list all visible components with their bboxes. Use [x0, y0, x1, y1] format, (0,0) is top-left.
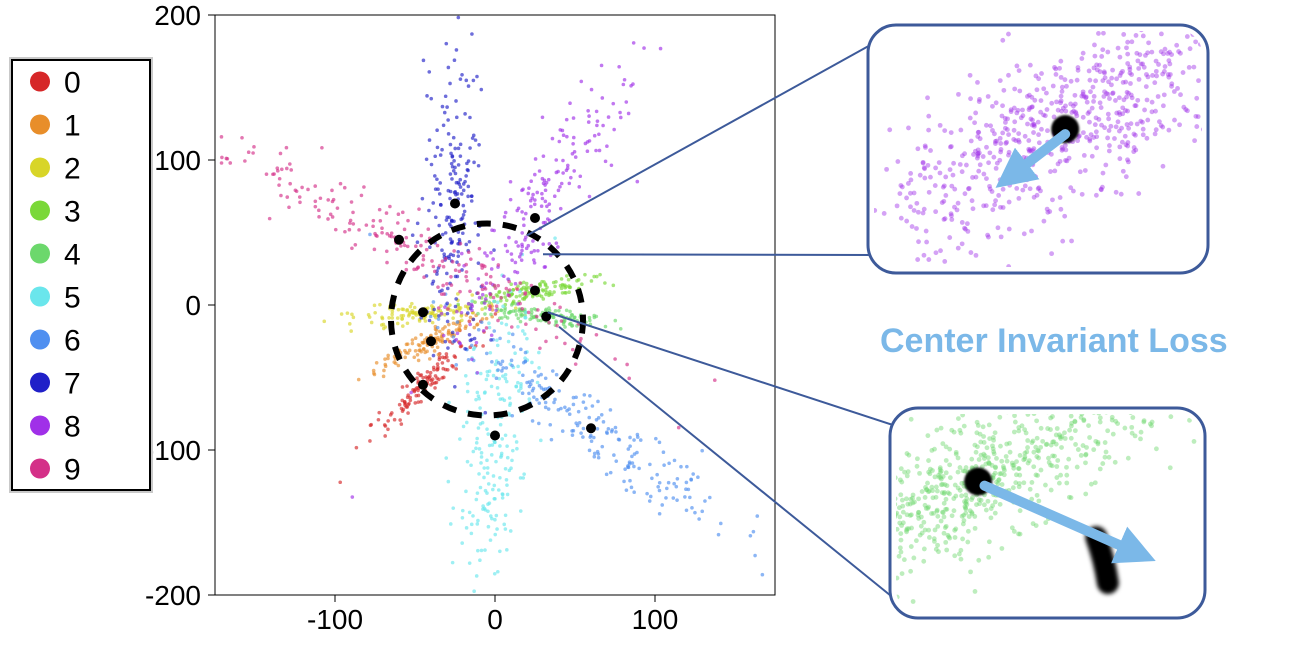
callout-top-leader [543, 254, 874, 255]
y-tick-label: 0 [185, 290, 201, 321]
legend-marker-1 [30, 115, 50, 135]
centroid-3 [530, 286, 540, 296]
centroid-7 [450, 199, 460, 209]
title-label: Center Invariant Loss [880, 322, 1228, 360]
x-tick-label: -100 [307, 604, 363, 635]
legend-label-6: 6 [64, 325, 81, 358]
legend-label-9: 9 [64, 454, 81, 487]
y-tick-label: 200 [154, 0, 201, 31]
y-tick-label: -200 [145, 580, 201, 611]
y-tick-label: 100 [154, 145, 201, 176]
legend-marker-9 [30, 459, 50, 479]
y-tick-label: -100 [145, 435, 201, 466]
x-tick-label: 0 [487, 604, 503, 635]
legend-label-2: 2 [64, 153, 81, 186]
legend-marker-6 [30, 330, 50, 350]
legend-label-8: 8 [64, 411, 81, 444]
x-tick-label: 100 [632, 604, 679, 635]
centroid-2 [418, 307, 428, 317]
legend-marker-5 [30, 287, 50, 307]
centroid-8 [530, 213, 540, 223]
legend-label-1: 1 [64, 110, 81, 143]
legend-label-3: 3 [64, 196, 81, 229]
centroid-9 [394, 235, 404, 245]
legend-marker-3 [30, 201, 50, 221]
legend-label-5: 5 [64, 282, 81, 315]
centroid-5 [490, 431, 500, 441]
legend-marker-7 [30, 373, 50, 393]
legend-label-0: 0 [64, 67, 81, 100]
legend-marker-8 [30, 416, 50, 436]
centroid-1 [426, 336, 436, 346]
centroid-0 [418, 380, 428, 390]
figure: -100 0 100 -200 -100 0 100 200 0 1 2 3 4 5 6 7 8 9 Center … [0, 0, 1289, 652]
legend-label-7: 7 [64, 368, 81, 401]
legend-label-4: 4 [64, 239, 81, 272]
centroid-6 [586, 423, 596, 433]
legend-marker-2 [30, 158, 50, 178]
legend-marker-0 [30, 72, 50, 92]
legend-marker-4 [30, 244, 50, 264]
